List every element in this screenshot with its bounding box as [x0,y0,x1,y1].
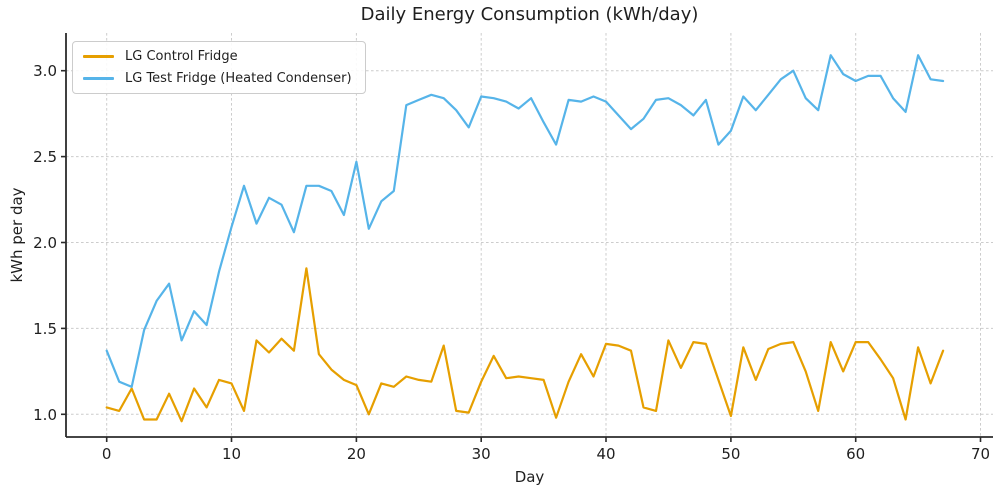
legend-label-test: LG Test Fridge (Heated Condenser) [125,71,352,86]
x-tick-label-60: 60 [846,445,865,463]
legend: LG Control Fridge LG Test Fridge (Heated… [72,41,366,94]
legend-item-control: LG Control Fridge [83,49,352,64]
y-tick-label-2.0: 2.0 [33,234,57,252]
x-tick-label-0: 0 [102,445,112,463]
x-tick-label-70: 70 [971,445,990,463]
y-tick-label-2.5: 2.5 [33,148,57,166]
y-axis-label: kWh per day [8,187,26,283]
x-tick-label-30: 30 [472,445,491,463]
y-tick-label-1.0: 1.0 [33,406,57,424]
x-tick-label-40: 40 [596,445,615,463]
y-tick-label-1.5: 1.5 [33,320,57,338]
series-line-test [105,54,945,388]
x-tick-label-50: 50 [721,445,740,463]
control-line-swatch [83,55,114,58]
legend-label-control: LG Control Fridge [125,49,238,64]
series-line-control [105,267,945,423]
legend-item-test: LG Test Fridge (Heated Condenser) [83,71,352,86]
x-axis-label: Day [514,468,545,486]
x-tick-label-10: 10 [222,445,241,463]
y-tick-label-3.0: 3.0 [33,62,57,80]
test-line-swatch [83,77,114,80]
x-tick-label-20: 20 [347,445,366,463]
chart-title: Daily Energy Consumption (kWh/day) [360,4,699,25]
